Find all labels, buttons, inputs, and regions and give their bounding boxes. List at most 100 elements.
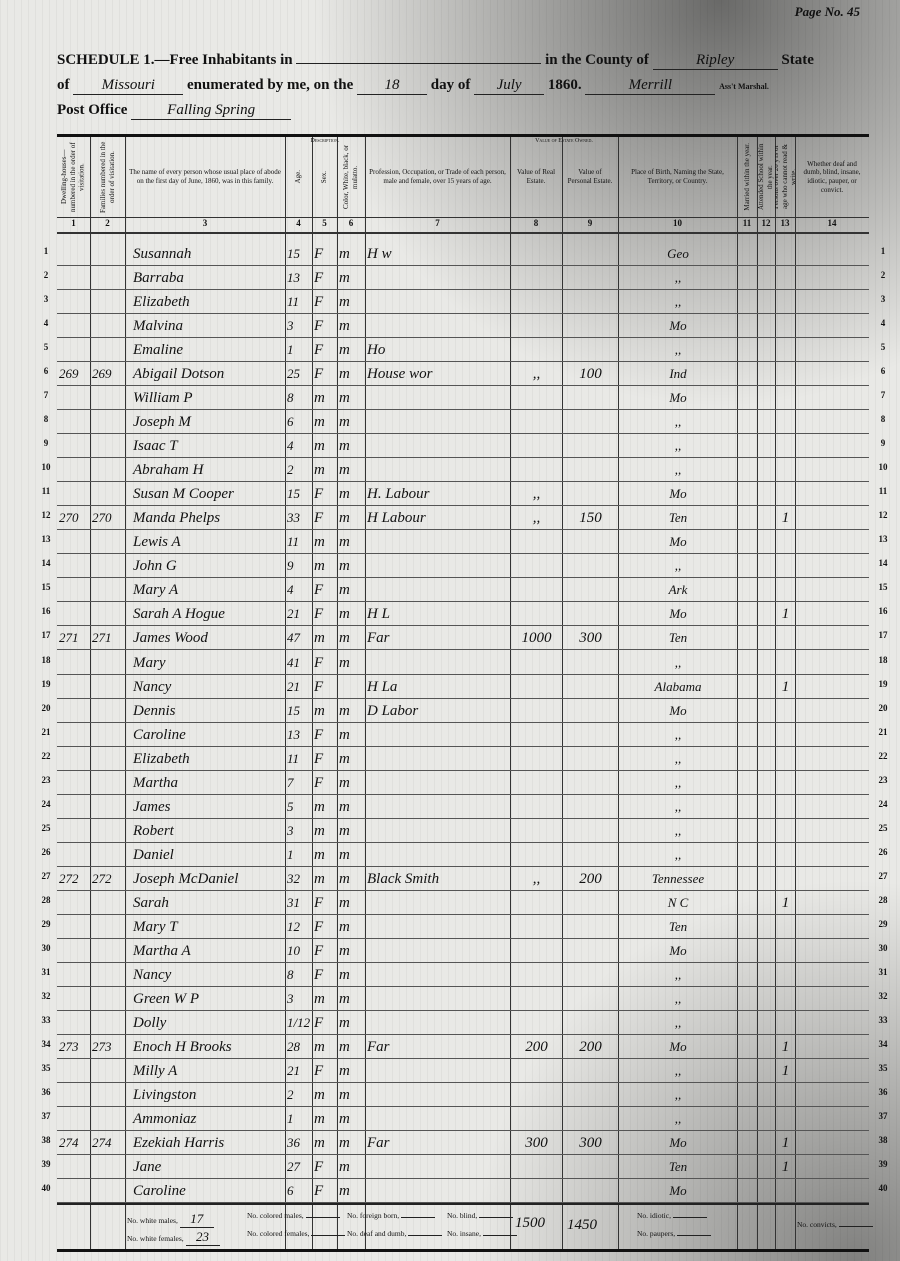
- line-number-right: 38: [878, 1135, 888, 1146]
- color: m: [339, 510, 350, 527]
- footer-count-label: No. white males,: [127, 1216, 180, 1225]
- person-name: Barraba: [133, 270, 184, 287]
- age: 11: [287, 750, 300, 766]
- age: 9: [287, 558, 294, 574]
- column-header-label: The name of every person whose usual pla…: [129, 168, 281, 185]
- marshal-label: Ass't Marshal.: [719, 82, 769, 91]
- sex: F: [314, 510, 324, 527]
- sex: m: [314, 798, 325, 815]
- birthplace: Mo: [669, 486, 687, 502]
- color: m: [339, 294, 350, 311]
- age: 15: [287, 246, 300, 261]
- line-number-left: 28: [41, 894, 51, 905]
- column-divider: [125, 137, 126, 1249]
- dwelling-number: 273: [59, 1038, 79, 1054]
- column-divider: [337, 137, 338, 1249]
- footer-count: No. colored males,: [247, 1211, 340, 1220]
- line-number-right: 18: [878, 654, 888, 665]
- footer-count: No. blind,: [447, 1211, 514, 1220]
- age: 15: [287, 702, 300, 718]
- color: m: [339, 558, 350, 575]
- line-number-left: 30: [41, 942, 51, 953]
- footer-count: No. foreign born,: [347, 1211, 435, 1220]
- footer-count-value: [672, 1217, 707, 1218]
- footer-count-label: No. white females,: [127, 1234, 186, 1243]
- sex: m: [314, 558, 325, 575]
- age: 27: [287, 1159, 300, 1175]
- occupation: H w: [367, 246, 392, 262]
- table-row: Robert 3 m m,,: [57, 818, 869, 843]
- line-number-left: 10: [41, 462, 51, 473]
- birthplace: ,,: [674, 750, 682, 766]
- personal-estate-value: 200: [579, 870, 602, 887]
- age: 8: [287, 966, 294, 982]
- line-number-right: 25: [878, 822, 888, 833]
- column-number: 10: [618, 217, 737, 234]
- occupation: Black Smith: [367, 870, 440, 887]
- sex: F: [314, 1183, 324, 1200]
- sex: m: [314, 438, 325, 455]
- line-number-right: 35: [878, 1063, 888, 1074]
- sex: m: [314, 630, 325, 647]
- occupation: H. Labour: [367, 486, 430, 503]
- line-number-left: 26: [41, 846, 51, 857]
- column-header-label: Persons over 20 y'rs of age who cannot r…: [775, 144, 795, 210]
- column-divider: [562, 137, 563, 1249]
- column-number: 11: [737, 217, 757, 234]
- footer-count-value: [479, 1217, 514, 1218]
- table-row: Lewis A 11 m m Mo: [57, 529, 869, 555]
- footer-count-value: 17: [179, 1211, 214, 1228]
- sex: F: [314, 942, 324, 959]
- footer-count: No. paupers,: [637, 1229, 711, 1238]
- real-estate-value: 200: [525, 1038, 548, 1055]
- line-number-left: 22: [41, 750, 51, 761]
- line-number-right: 12: [878, 510, 888, 521]
- column-header-label: Color, White, black, or mulatto.: [342, 144, 359, 210]
- footer-count: No. white females, 23: [127, 1229, 220, 1246]
- line-number-left: 1: [43, 246, 49, 256]
- footer-count-label: No. colored females,: [247, 1229, 312, 1238]
- color: m: [339, 438, 350, 455]
- person-name: Joseph McDaniel: [133, 870, 239, 887]
- line-number-left: 38: [41, 1135, 51, 1146]
- person-name: John G: [133, 558, 177, 575]
- column-header-label: Value of Personal Estate.: [567, 168, 613, 185]
- birthplace: ,,: [674, 654, 682, 670]
- cannot-read-write: 1: [781, 894, 790, 911]
- footer-count-label: No. idiotic,: [637, 1211, 673, 1220]
- color: m: [339, 798, 350, 815]
- column-number: 3: [125, 217, 285, 234]
- birthplace: ,,: [674, 1087, 682, 1103]
- color: m: [339, 462, 350, 479]
- footer-count-label: No. convicts,: [797, 1220, 839, 1229]
- column-divider: [775, 137, 776, 1249]
- cannot-read-write: 1: [781, 1063, 790, 1080]
- color: m: [339, 942, 350, 959]
- age: 4: [287, 438, 294, 454]
- color: m: [339, 534, 350, 551]
- birthplace: Mo: [669, 534, 687, 550]
- person-name: Jane: [133, 1159, 162, 1176]
- line-number-left: 27: [41, 870, 51, 881]
- line-number-right: 37: [878, 1111, 888, 1122]
- footer-count: No. white males, 17: [127, 1211, 214, 1228]
- line-number-left: 7: [43, 390, 49, 401]
- enumeration-line: of Missouri enumerated by me, on the 18 …: [57, 77, 769, 95]
- column-number: 5: [312, 217, 337, 234]
- footer-count-value: 23: [185, 1229, 220, 1246]
- age: 41: [287, 654, 300, 670]
- line-number-left: 12: [41, 510, 51, 521]
- dwelling-number: 271: [59, 630, 79, 646]
- age: 3: [287, 990, 294, 1006]
- sex: F: [314, 342, 324, 359]
- sex: F: [314, 582, 324, 599]
- column-header: Value of Real Estate.: [510, 141, 562, 213]
- birthplace: ,,: [674, 558, 682, 574]
- age: 3: [287, 318, 294, 334]
- sex: F: [314, 606, 324, 623]
- column-header-label: Profession, Occupation, or Trade of each…: [369, 168, 506, 185]
- person-name: Enoch H Brooks: [133, 1038, 232, 1055]
- line-number-right: 5: [880, 342, 886, 353]
- column-header: Families numbered in the order of visita…: [90, 141, 125, 213]
